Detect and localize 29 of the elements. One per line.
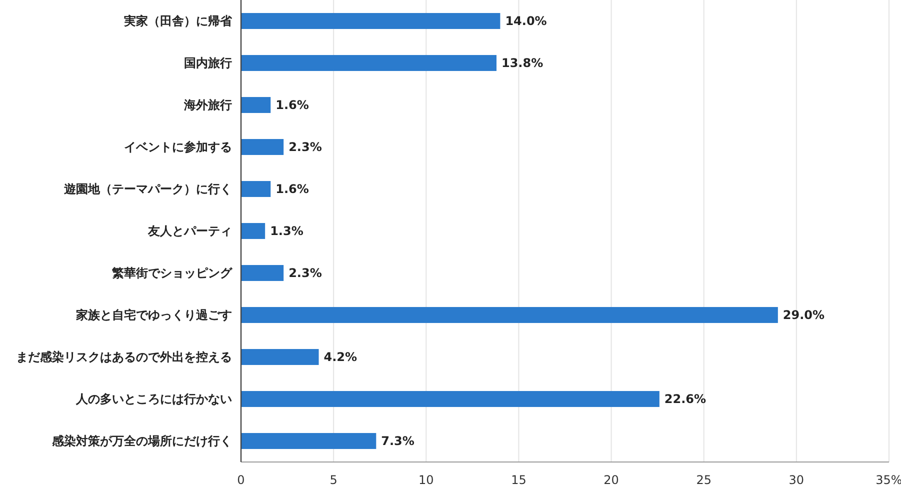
y-tick-label: 人の多いところには行かない xyxy=(75,392,232,406)
data-label: 1.3% xyxy=(270,224,304,238)
data-label: 2.3% xyxy=(288,140,322,154)
x-tick-label: 0 xyxy=(237,473,245,487)
y-tick-label: 国内旅行 xyxy=(184,56,232,70)
data-label: 13.8% xyxy=(501,56,544,70)
x-tick-label: 15 xyxy=(511,473,526,487)
y-tick-label: 遊園地（テーマパーク）に行く xyxy=(64,182,232,196)
y-tick-label: 感染対策が万全の場所にだけ行く xyxy=(51,434,232,448)
data-label: 14.0% xyxy=(505,14,547,28)
data-label: 1.6% xyxy=(276,182,309,196)
y-tick-label: 実家（田舎）に帰省 xyxy=(123,14,233,28)
data-label: 7.3% xyxy=(381,434,414,448)
data-label: 22.6% xyxy=(664,392,706,406)
y-tick-label: まだ感染リスクはあるので外出を控える xyxy=(16,350,232,364)
data-label: 2.3% xyxy=(288,266,322,280)
data-label: 4.2% xyxy=(324,350,358,364)
x-tick-label: 20 xyxy=(604,473,619,487)
y-tick-label: 家族と自宅でゆっくり過ごす xyxy=(75,308,232,322)
y-tick-label: イベントに参加する xyxy=(124,140,232,154)
y-tick-label: 友人とパーティ xyxy=(147,224,232,238)
y-tick-label: 海外旅行 xyxy=(183,98,232,112)
x-tick-label: 10 xyxy=(418,473,434,487)
x-tick-label: 5 xyxy=(330,473,338,487)
data-label: 1.6% xyxy=(276,98,309,112)
data-label: 29.0% xyxy=(782,308,825,322)
x-tick-label: 30 xyxy=(788,473,804,487)
y-tick-label: 繁華街でショッピング xyxy=(111,266,233,280)
x-tick-label: 25 xyxy=(696,473,712,487)
